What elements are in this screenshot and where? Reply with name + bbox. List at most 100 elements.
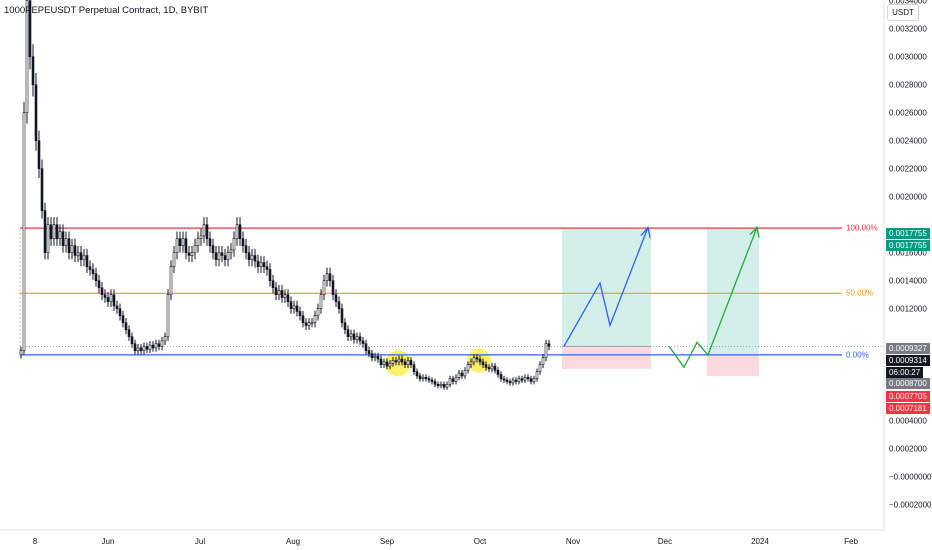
price-tag: 0.0009314 [886,355,930,366]
price-tick-label: 0.0024000 [889,136,927,146]
candle-body [451,378,455,382]
candle-body [274,287,278,296]
candle-body [139,347,143,351]
time-tick-label: Aug [285,537,301,546]
currency-selector[interactable]: USDT [887,4,919,21]
candle-body [505,379,509,382]
candle-body [361,340,365,344]
candle-body [358,336,362,342]
candle-body [241,238,245,246]
candle-body [520,378,524,381]
candle-body [190,252,194,256]
candle-body [172,252,176,267]
candle-body [112,294,116,307]
candle-body [343,322,347,331]
green-projection-path [668,227,758,369]
price-tick-label: 0.0020000 [889,192,927,202]
candle-body [76,252,80,256]
price-tick-label: 0.0002000 [889,444,927,454]
candle-body [52,224,56,239]
candle-body [133,343,137,352]
candle-body [514,379,518,382]
candle-body [163,336,167,342]
candle-body [55,224,59,239]
candle-body [337,301,341,310]
candle-body [493,365,497,371]
candle-body [526,376,530,379]
price-tick-label: 0.0030000 [889,52,927,62]
candle-body [211,245,215,253]
candle-body [205,224,209,239]
candle-body [256,260,260,268]
candle-body [142,346,146,351]
candle-body [262,262,266,267]
candle-body [364,343,368,352]
candle-body [367,350,371,354]
candle-body [118,308,122,317]
time-tick-label: Jun [101,537,115,546]
candle-body [100,287,104,296]
fib-level-label: 0.00% [846,350,869,360]
candle-body [400,358,404,363]
candle-body [322,280,326,296]
candle-body [82,255,86,260]
candle-body [406,360,410,365]
candle-body [70,245,74,253]
candle-body [382,361,386,365]
candle-body [397,358,401,363]
candle-body [244,245,248,253]
candle-body [418,375,422,379]
candle-body [424,376,428,379]
candle-body [280,290,284,298]
candle-body [442,383,446,388]
candle-body [472,357,476,363]
candle-body [88,266,92,270]
candle-body [136,347,140,351]
candle-body [37,140,41,169]
candle-body [238,224,242,239]
candle-body [46,224,50,253]
time-tick-label: Nov [565,537,581,546]
price-tick-label: 0.0014000 [889,276,927,286]
candle-body [127,329,131,338]
price-tick-label: −0.0000000 [889,472,932,482]
candle-body [166,294,170,338]
candle-body [388,362,392,367]
candle-body [346,329,350,338]
candle-body [208,238,212,246]
candle-body [223,255,227,260]
candle-body [544,343,548,359]
candle-body [325,273,329,282]
candle-body [232,238,236,251]
candle-body [184,238,188,253]
candle-body [547,343,551,347]
candle-body [448,378,452,385]
price-tag: 06:00:27 [886,367,924,378]
time-tick-label: Dec [657,537,673,546]
long-position-loss-zone [562,346,651,369]
candle-body [25,0,29,113]
price-tick-label: 0.0026000 [889,108,927,118]
candle-body [181,238,185,246]
candle-body [85,255,89,267]
candle-body [73,245,77,256]
price-tick-label: 0.0012000 [889,304,927,314]
candle-body [130,336,134,345]
candle-body [370,353,374,358]
candle-body [532,378,536,382]
price-tag: 0.0007181 [886,403,930,414]
candle-body [301,315,305,324]
candle-body [187,252,191,256]
time-tick-label: 2024 [751,537,769,546]
candle-body [28,0,32,57]
candle-body [61,231,65,246]
price-tick-label: 0.0032000 [889,24,927,34]
candle-body [145,346,149,350]
candle-body [391,360,395,364]
time-tick-label: Feb [844,537,858,546]
candle-body [334,294,338,303]
candle-body [94,273,98,282]
candle-body [535,371,539,380]
candle-body [355,336,359,340]
